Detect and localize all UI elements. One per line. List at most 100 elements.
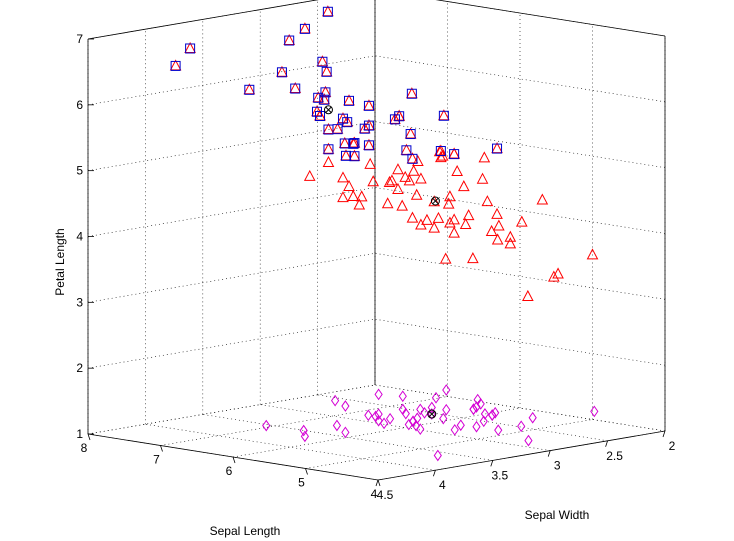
triangle-marker — [439, 252, 452, 264]
triangle-marker — [392, 182, 404, 194]
diamond-marker — [341, 426, 350, 439]
triangle-marker — [491, 233, 504, 245]
z-tick-label: 7 — [76, 32, 83, 46]
square-marker — [323, 144, 334, 155]
diamond-marker — [517, 420, 526, 433]
wall-grid-line — [87, 0, 319, 40]
square-marker — [322, 6, 333, 17]
triangle-marker — [347, 189, 360, 202]
triangle-marker — [353, 198, 366, 210]
y-tick-label: 4 — [439, 478, 446, 492]
diamond-marker — [416, 403, 425, 416]
triangle-marker — [337, 171, 349, 183]
data-points — [169, 5, 599, 462]
diamond-marker — [401, 407, 410, 420]
square-marker — [344, 95, 355, 106]
z-tick-label: 6 — [76, 98, 83, 112]
diamond-marker — [379, 417, 389, 430]
wall-grid-line — [374, 318, 666, 366]
square-marker — [276, 67, 287, 78]
triangle-marker — [331, 122, 344, 134]
wall-grid-line — [87, 318, 376, 369]
square-marker — [290, 83, 301, 94]
diamond-marker — [427, 401, 436, 414]
wall-grid-line — [87, 55, 376, 106]
diamond-marker — [590, 405, 599, 418]
wall-grid-line — [374, 253, 666, 300]
diamond-marker — [416, 423, 425, 436]
axis-box — [87, 0, 666, 487]
diamond-marker — [480, 408, 490, 420]
diamond-marker — [364, 409, 373, 422]
diamond-marker — [433, 449, 442, 462]
triangle-marker — [491, 207, 503, 219]
x-tick-mark — [160, 445, 163, 452]
diamond-marker — [431, 391, 441, 404]
floor-grid-line — [160, 396, 448, 446]
floor-grid-line — [260, 404, 551, 451]
wall-grid-line — [87, 187, 376, 237]
triangle-marker — [415, 172, 427, 184]
triangle-marker — [467, 252, 479, 264]
square-marker — [363, 120, 374, 131]
diamond-marker — [488, 409, 497, 421]
triangle-marker — [478, 151, 491, 163]
y-tick-mark — [490, 460, 494, 467]
square-marker — [339, 138, 350, 149]
diamond-marker — [385, 412, 395, 425]
square-marker — [319, 94, 330, 105]
triangle-marker — [343, 179, 355, 191]
x-tick-mark — [232, 456, 236, 464]
x-tick-label: 7 — [153, 453, 160, 467]
floor-grid-line — [232, 407, 521, 458]
diamond-marker — [442, 403, 451, 416]
x-tick-label: 6 — [226, 464, 233, 478]
square-marker — [349, 151, 360, 162]
triangle-marker — [457, 180, 470, 192]
triangle-marker — [381, 197, 394, 209]
diamond-marker — [299, 424, 308, 437]
square-marker — [348, 138, 359, 149]
y-tick-mark — [433, 470, 436, 477]
triangle-marker — [459, 217, 472, 230]
z-axis-label: Petal Length — [53, 228, 67, 295]
top-edge-line — [87, 0, 319, 40]
square-marker — [492, 143, 503, 154]
triangle-marker — [476, 172, 489, 184]
triangle-marker — [407, 164, 420, 176]
triangle-marker — [364, 157, 376, 169]
square-marker — [313, 92, 324, 103]
diamond-marker — [374, 414, 383, 427]
y-tick-label: 2.5 — [606, 449, 623, 463]
square-marker — [435, 146, 446, 157]
triangle-marker — [322, 155, 335, 167]
triangle-marker — [355, 190, 368, 202]
diamond-marker — [494, 424, 503, 437]
triangle-marker — [406, 211, 419, 223]
square-marker — [185, 43, 196, 54]
z-tick-label: 3 — [76, 295, 83, 309]
diamond-marker — [332, 419, 342, 432]
diamond-marker — [442, 384, 451, 396]
diamond-marker — [528, 411, 537, 424]
y-tick-mark — [547, 450, 551, 457]
z-tick-label: 2 — [76, 361, 83, 375]
triangle-marker — [444, 216, 456, 228]
floor-grid-line — [87, 384, 376, 435]
triangle-marker — [421, 213, 433, 225]
z-tick-label: 1 — [76, 427, 83, 441]
diamond-marker — [341, 400, 350, 412]
y-tick-label: 2 — [669, 439, 676, 453]
wall-grid-line — [436, 0, 666, 37]
y-axis-line — [377, 430, 666, 481]
square-marker — [406, 88, 417, 99]
triangle-marker — [428, 221, 441, 233]
diamond-marker — [524, 434, 533, 447]
triangle-marker — [392, 163, 404, 175]
x-axis-label: Sepal Length — [210, 524, 281, 538]
wall-grid-line — [87, 253, 376, 303]
triangle-marker — [448, 213, 460, 225]
y-tick-mark — [662, 430, 666, 438]
square-marker — [449, 149, 460, 160]
